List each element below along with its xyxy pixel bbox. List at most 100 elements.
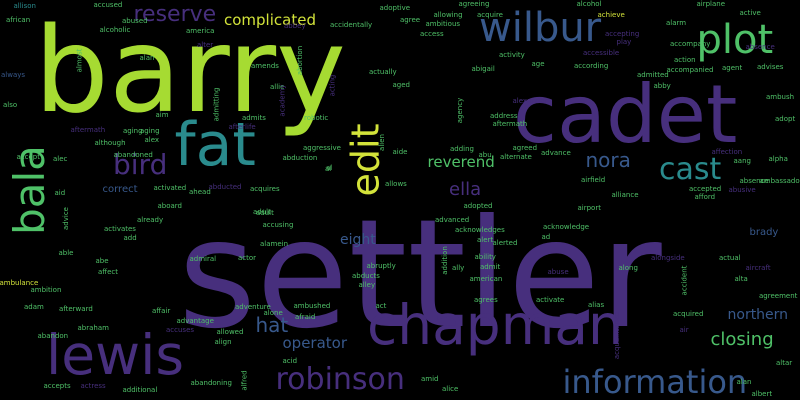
cloud-word: airfield (581, 175, 606, 184)
cloud-word: ambush (766, 92, 795, 101)
cloud-word: alfred (240, 369, 249, 391)
cloud-word: adventure (235, 302, 271, 311)
cloud-word: agrees (474, 295, 498, 304)
cloud-word: abruptly (366, 261, 396, 270)
cloud-word: eight (340, 232, 376, 248)
cloud-word: advice (61, 206, 70, 230)
cloud-word: alley (358, 280, 376, 289)
cloud-word: abbey (284, 21, 306, 30)
cloud-word: alta (734, 274, 748, 283)
cloud-word: alec (53, 154, 68, 163)
cloud-word: add (123, 233, 137, 242)
cloud-word: robotic (304, 113, 329, 122)
cloud-word: aircraft (745, 263, 771, 272)
cloud-word: alice (442, 384, 459, 393)
cloud-word: activated (153, 183, 187, 192)
cloud-word: ambitious (425, 19, 461, 28)
cloud-word: abortion (295, 45, 304, 75)
cloud-word: affect (98, 267, 119, 276)
cloud-word: adam (24, 302, 44, 311)
cloud-word: abusive (728, 185, 756, 194)
cloud-word: alerted (492, 238, 518, 247)
cloud-word: alarm (666, 18, 687, 27)
cloud-word: ambushed (293, 301, 331, 310)
cloud-word: accept (16, 152, 40, 161)
cloud-word: advantage (176, 316, 214, 325)
cloud-word: alert (477, 235, 494, 244)
cloud-word: information (562, 363, 748, 400)
cloud-word: abducted (208, 182, 242, 191)
cloud-word: aging (123, 126, 143, 135)
cloud-word: activate (536, 295, 565, 304)
cloud-word: hat (255, 313, 289, 337)
cloud-word: cast (659, 152, 722, 187)
cloud-word: access (420, 29, 444, 38)
cloud-word: bird (113, 148, 168, 181)
cloud-word: accuses (166, 325, 195, 334)
cloud-word: admit (480, 262, 501, 271)
cloud-word: agree (400, 15, 421, 24)
cloud-word: already (137, 215, 164, 224)
cloud-word: ambition (30, 285, 62, 294)
cloud-word: absence (745, 42, 775, 51)
cloud-word: abby (653, 81, 671, 90)
cloud-word: ahead (189, 187, 211, 196)
cloud-word: complicated (224, 10, 316, 29)
cloud-word: agency (455, 97, 464, 123)
cloud-word: alliance (611, 190, 639, 199)
cloud-word: cadet (513, 68, 738, 161)
cloud-word: abandon (37, 331, 69, 340)
cloud-word: al (325, 164, 332, 173)
cloud-word: actor (238, 253, 257, 262)
cloud-word: advises (757, 62, 784, 71)
cloud-word: allison (13, 1, 37, 10)
cloud-word: abused (122, 16, 148, 25)
cloud-word: accused (93, 0, 123, 9)
cloud-word: almost (75, 48, 84, 72)
cloud-word: northern (727, 307, 789, 323)
cloud-word: accident (680, 265, 689, 295)
cloud-word: adopted (463, 201, 493, 210)
cloud-word: aid (54, 188, 66, 197)
cloud-word: abandoning (190, 378, 232, 387)
cloud-word: absence (739, 176, 769, 185)
cloud-word: advanced (435, 215, 470, 224)
cloud-word: alpha (768, 154, 788, 163)
cloud-word: admitting (212, 87, 221, 121)
cloud-word: ambulance (0, 278, 39, 287)
cloud-word: alamein (260, 239, 289, 248)
cloud-word: air (679, 325, 689, 334)
cloud-word: acknowledges (455, 225, 505, 234)
cloud-word: aggressive (303, 143, 341, 152)
cloud-word: alien (377, 133, 386, 151)
cloud-word: afterward (59, 304, 93, 313)
cloud-word: aim (155, 110, 169, 119)
cloud-word: abandoned (113, 150, 153, 159)
cloud-word: allowed (216, 327, 244, 336)
cloud-word: action (674, 55, 696, 64)
cloud-word: albert (751, 389, 773, 398)
cloud-word: alexander (512, 96, 548, 105)
cloud-word: along (618, 263, 638, 272)
cloud-word: operator (282, 333, 348, 352)
cloud-word: reserve (133, 2, 217, 27)
cloud-word: afterlife (228, 122, 256, 131)
cloud-word: acknowledge (543, 222, 590, 231)
cloud-word: airport (577, 203, 601, 212)
cloud-word: play (616, 37, 632, 46)
cloud-word: ambassador (759, 176, 800, 185)
cloud-word: settler (178, 188, 662, 362)
cloud-word: accepted (689, 184, 722, 193)
cloud-word: abu (478, 150, 492, 159)
cloud-word: america (186, 26, 215, 35)
cloud-word: adult (256, 208, 274, 217)
cloud-word: achieve (597, 10, 625, 19)
cloud-word: aboard (157, 201, 183, 210)
cloud-word: agent (722, 63, 743, 72)
cloud-word: reverend (427, 152, 495, 171)
cloud-word: aging (140, 126, 160, 135)
cloud-word: acting (328, 74, 337, 96)
cloud-word: abigail (471, 64, 495, 73)
cloud-word: accepts (43, 381, 71, 390)
cloud-word: afford (694, 192, 716, 201)
